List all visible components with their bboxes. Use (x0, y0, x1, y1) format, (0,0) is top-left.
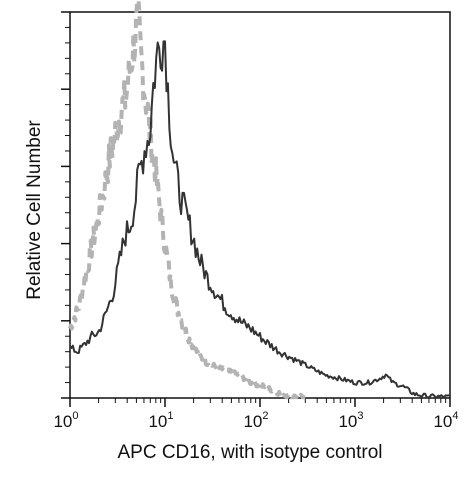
x-tick-label: 103 (338, 410, 363, 431)
plot-border (69, 11, 451, 399)
y-axis-title: Relative Cell Number (24, 120, 45, 300)
y-axis-ticks (61, 11, 70, 399)
x-axis-ticks: 100 101 102 103 104 (53, 398, 459, 431)
plot-frame (69, 11, 451, 399)
x-tick-label: 100 (53, 410, 78, 431)
x-axis-title: APC CD16, with isotype control (117, 442, 382, 463)
series-layer (68, 0, 451, 400)
x-tick-label: 102 (243, 410, 268, 431)
cd16-series (69, 40, 451, 399)
isotype-control-series (68, 0, 307, 400)
x-tick-label: 101 (148, 410, 173, 431)
x-tick-label: 104 (433, 410, 458, 431)
